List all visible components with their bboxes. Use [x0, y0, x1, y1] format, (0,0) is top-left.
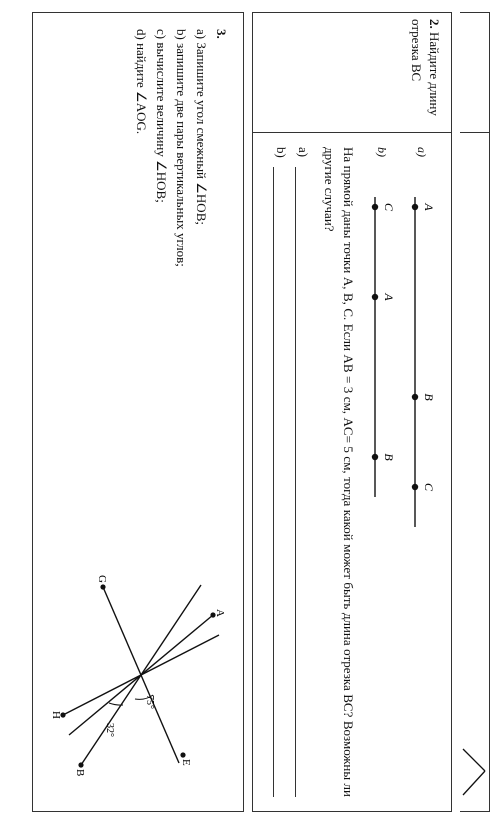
problem-2-question: На прямой даны точки A, B, C. Если AB = …	[319, 147, 357, 797]
segment-diagram-a: a) A B C	[403, 147, 437, 567]
prev-problem-fragment	[460, 12, 490, 812]
prev-left-cell	[460, 13, 489, 133]
segment-diagram-b: b) C A B	[363, 147, 397, 567]
problem-3-body: 3. a) Запишите угол смежный ∠HOB; b) зап…	[33, 13, 243, 811]
pt-b-C: C	[382, 203, 396, 212]
problem-2-number: 2.	[427, 19, 442, 29]
problem-2: 2. Найдите длину отрезка BC a) A B C b)	[252, 12, 452, 812]
answer-a-label: a)	[295, 147, 311, 163]
worksheet-page: 2. Найдите длину отрезка BC a) A B C b)	[0, 0, 500, 824]
problem-3-text: 3. a) Запишите угол смежный ∠HOB; b) зап…	[51, 29, 231, 537]
segment-a-svg: A B C	[403, 167, 437, 567]
answer-row-b: b)	[273, 147, 289, 797]
pt-b-B: B	[382, 453, 396, 461]
diagram-b-label: b)	[374, 147, 389, 157]
item-d: d) найдите ∠AOG.	[131, 29, 151, 537]
answer-a-line[interactable]	[295, 167, 309, 797]
problem-3: 3. a) Запишите угол смежный ∠HOB; b) зап…	[32, 12, 244, 812]
angle-75: 75°	[144, 695, 155, 709]
item-b: b) запишите две пары вертикальных углов;	[171, 29, 191, 537]
label-A: A	[214, 609, 226, 617]
pt-a-B: B	[422, 393, 436, 401]
triangle-fragment-icon	[461, 741, 487, 801]
problem-2-prompt-cell: 2. Найдите длину отрезка BC	[253, 13, 451, 133]
angle-32: 32°	[104, 723, 115, 737]
problem-3-number: 3.	[214, 29, 229, 39]
diagram-a-label: a)	[414, 147, 429, 157]
label-G: G	[96, 575, 108, 583]
problem-2-answer-area: a) b)	[273, 147, 311, 797]
pt-a-A: A	[422, 202, 436, 211]
problem-3-diagram: A E B H G 75° 32°	[51, 555, 231, 795]
label-B: B	[74, 769, 86, 776]
segment-b-svg: C A B	[363, 167, 397, 567]
prev-right-cell	[460, 133, 489, 811]
answer-b-label: b)	[273, 147, 289, 163]
label-E: E	[180, 759, 192, 766]
pt-b-A: A	[382, 292, 396, 301]
problem-2-title: Найдите длину отрезка BC	[409, 19, 442, 116]
problem-2-content: a) A B C b) C	[253, 133, 451, 811]
item-a: a) Запишите угол смежный ∠HOB;	[191, 29, 211, 537]
item-c: c) вычислите величину ∠HOB;	[151, 29, 171, 537]
pt-a-C: C	[422, 483, 436, 492]
answer-b-line[interactable]	[273, 167, 287, 797]
problem-3-heading: 3.	[211, 29, 231, 537]
angle-diagram-svg: A E B H G 75° 32°	[51, 555, 231, 795]
label-H: H	[51, 711, 62, 719]
answer-row-a: a)	[295, 147, 311, 797]
